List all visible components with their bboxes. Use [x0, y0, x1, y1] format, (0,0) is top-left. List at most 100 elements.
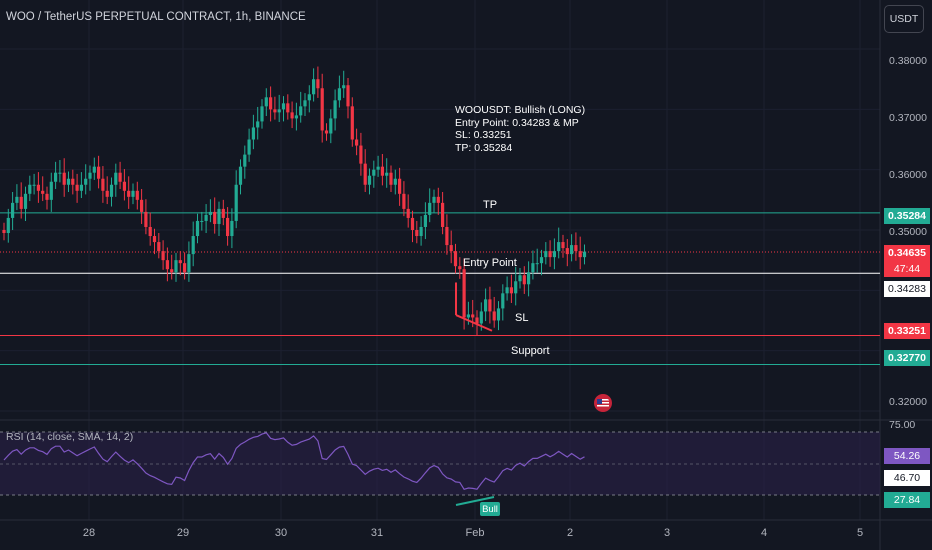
trade-note: WOOUSDT: Bullish (LONG) Entry Point: 0.3… [455, 104, 585, 154]
candle-body [355, 139, 359, 146]
candle-body [539, 257, 544, 264]
candle-body [15, 196, 19, 203]
candle-body [135, 190, 139, 200]
candle-body [144, 211, 148, 227]
rsi-upper-level: 75.00 [889, 419, 916, 431]
candle-body [415, 230, 419, 237]
support-price-tag: 0.32770 [884, 350, 930, 366]
candle-body [552, 251, 556, 258]
candle-body [165, 260, 169, 270]
candle-body [307, 94, 311, 101]
candle-body [127, 190, 131, 197]
candle-body [329, 118, 333, 134]
entry-price-tag: 0.34283 [884, 281, 930, 297]
candle-body [303, 100, 307, 107]
candle-body [471, 314, 475, 318]
time-tick: 30 [274, 527, 288, 539]
time-tick: 28 [82, 527, 96, 539]
bull-divergence-badge: Bull [480, 502, 500, 516]
sl-marker-line [455, 314, 493, 332]
candle-body [23, 193, 28, 209]
support-label: Support [511, 345, 550, 357]
candle-body [286, 103, 290, 113]
note-line: WOOUSDT: Bullish (LONG) [455, 104, 586, 116]
candle-body [269, 97, 273, 110]
candle-body [320, 88, 324, 131]
candle-body [458, 266, 462, 270]
candle-body [299, 106, 303, 116]
price-tick: 0.38000 [889, 55, 927, 67]
candle-body [484, 299, 488, 312]
candle-body [570, 245, 574, 255]
candle-body [402, 193, 406, 209]
candle-body [79, 184, 83, 191]
rsi-value-tag: 54.26 [884, 448, 930, 464]
candle-body [441, 202, 445, 227]
candle-body [582, 251, 587, 258]
candle-body [324, 130, 329, 134]
rsi-indicator-label[interactable]: RSI (14, close, SMA, 14, 2) [6, 431, 134, 443]
candle-body [376, 166, 380, 170]
candle-body [49, 181, 53, 200]
candle-body [488, 299, 492, 312]
note-line: SL: 0.33251 [455, 129, 512, 141]
us-flag-event-icon[interactable] [594, 394, 612, 412]
rsi-line [3, 432, 585, 491]
candle-body [363, 163, 367, 185]
candle-body [19, 196, 23, 209]
tp-price-tag: 0.35284 [884, 208, 930, 224]
candle-body [548, 251, 552, 258]
candle-body [84, 178, 88, 185]
candle-body [226, 217, 230, 237]
candle-body [234, 184, 238, 221]
candle-body [380, 166, 384, 176]
price-tick: 0.32000 [889, 396, 927, 408]
candle-body [183, 263, 187, 273]
candle-body [238, 166, 243, 185]
candle-body [398, 178, 402, 194]
time-tick: Feb [465, 527, 485, 539]
candle-body [208, 211, 212, 215]
candle-body [337, 88, 341, 101]
candle-body [462, 269, 466, 318]
candle-body [406, 208, 410, 218]
candle-body [6, 217, 10, 234]
candle-body [174, 260, 178, 273]
price-tick: 0.35000 [889, 226, 927, 238]
candle-body [342, 85, 346, 89]
candle-body [509, 287, 513, 294]
candle-body [333, 100, 337, 119]
rsi-lower-tag: 27.84 [884, 492, 930, 508]
candle-body [505, 287, 509, 294]
currency-button[interactable]: USDT [884, 5, 924, 33]
candle-body [423, 214, 427, 227]
candle-body [195, 220, 200, 237]
candle-body [140, 199, 144, 212]
candle-body [221, 208, 225, 218]
candle-body [393, 178, 397, 185]
candle-body [247, 139, 251, 155]
candle-body [200, 220, 204, 222]
candle-body [88, 172, 92, 179]
time-tick: 4 [760, 527, 768, 539]
candle-body [109, 184, 114, 197]
candle-body [264, 97, 268, 107]
candle-body [449, 245, 453, 252]
tp-label: TP [483, 199, 498, 211]
candle-body [432, 196, 436, 203]
candle-body [152, 236, 157, 243]
candle-body [131, 190, 135, 197]
candle-body [92, 166, 96, 173]
chart-title: WOO / TetherUS PERPETUAL CONTRACT, 1h, B… [6, 11, 306, 23]
time-tick: 29 [176, 527, 190, 539]
candle-body [557, 242, 561, 252]
candle-body [492, 311, 496, 321]
candle-body [466, 314, 470, 318]
candle-body [114, 172, 118, 185]
entry-point-label: Entry Point [463, 257, 517, 269]
candle-body [514, 281, 518, 294]
candle-body [41, 190, 45, 194]
candle-body [105, 190, 109, 197]
candle-body [251, 127, 255, 140]
